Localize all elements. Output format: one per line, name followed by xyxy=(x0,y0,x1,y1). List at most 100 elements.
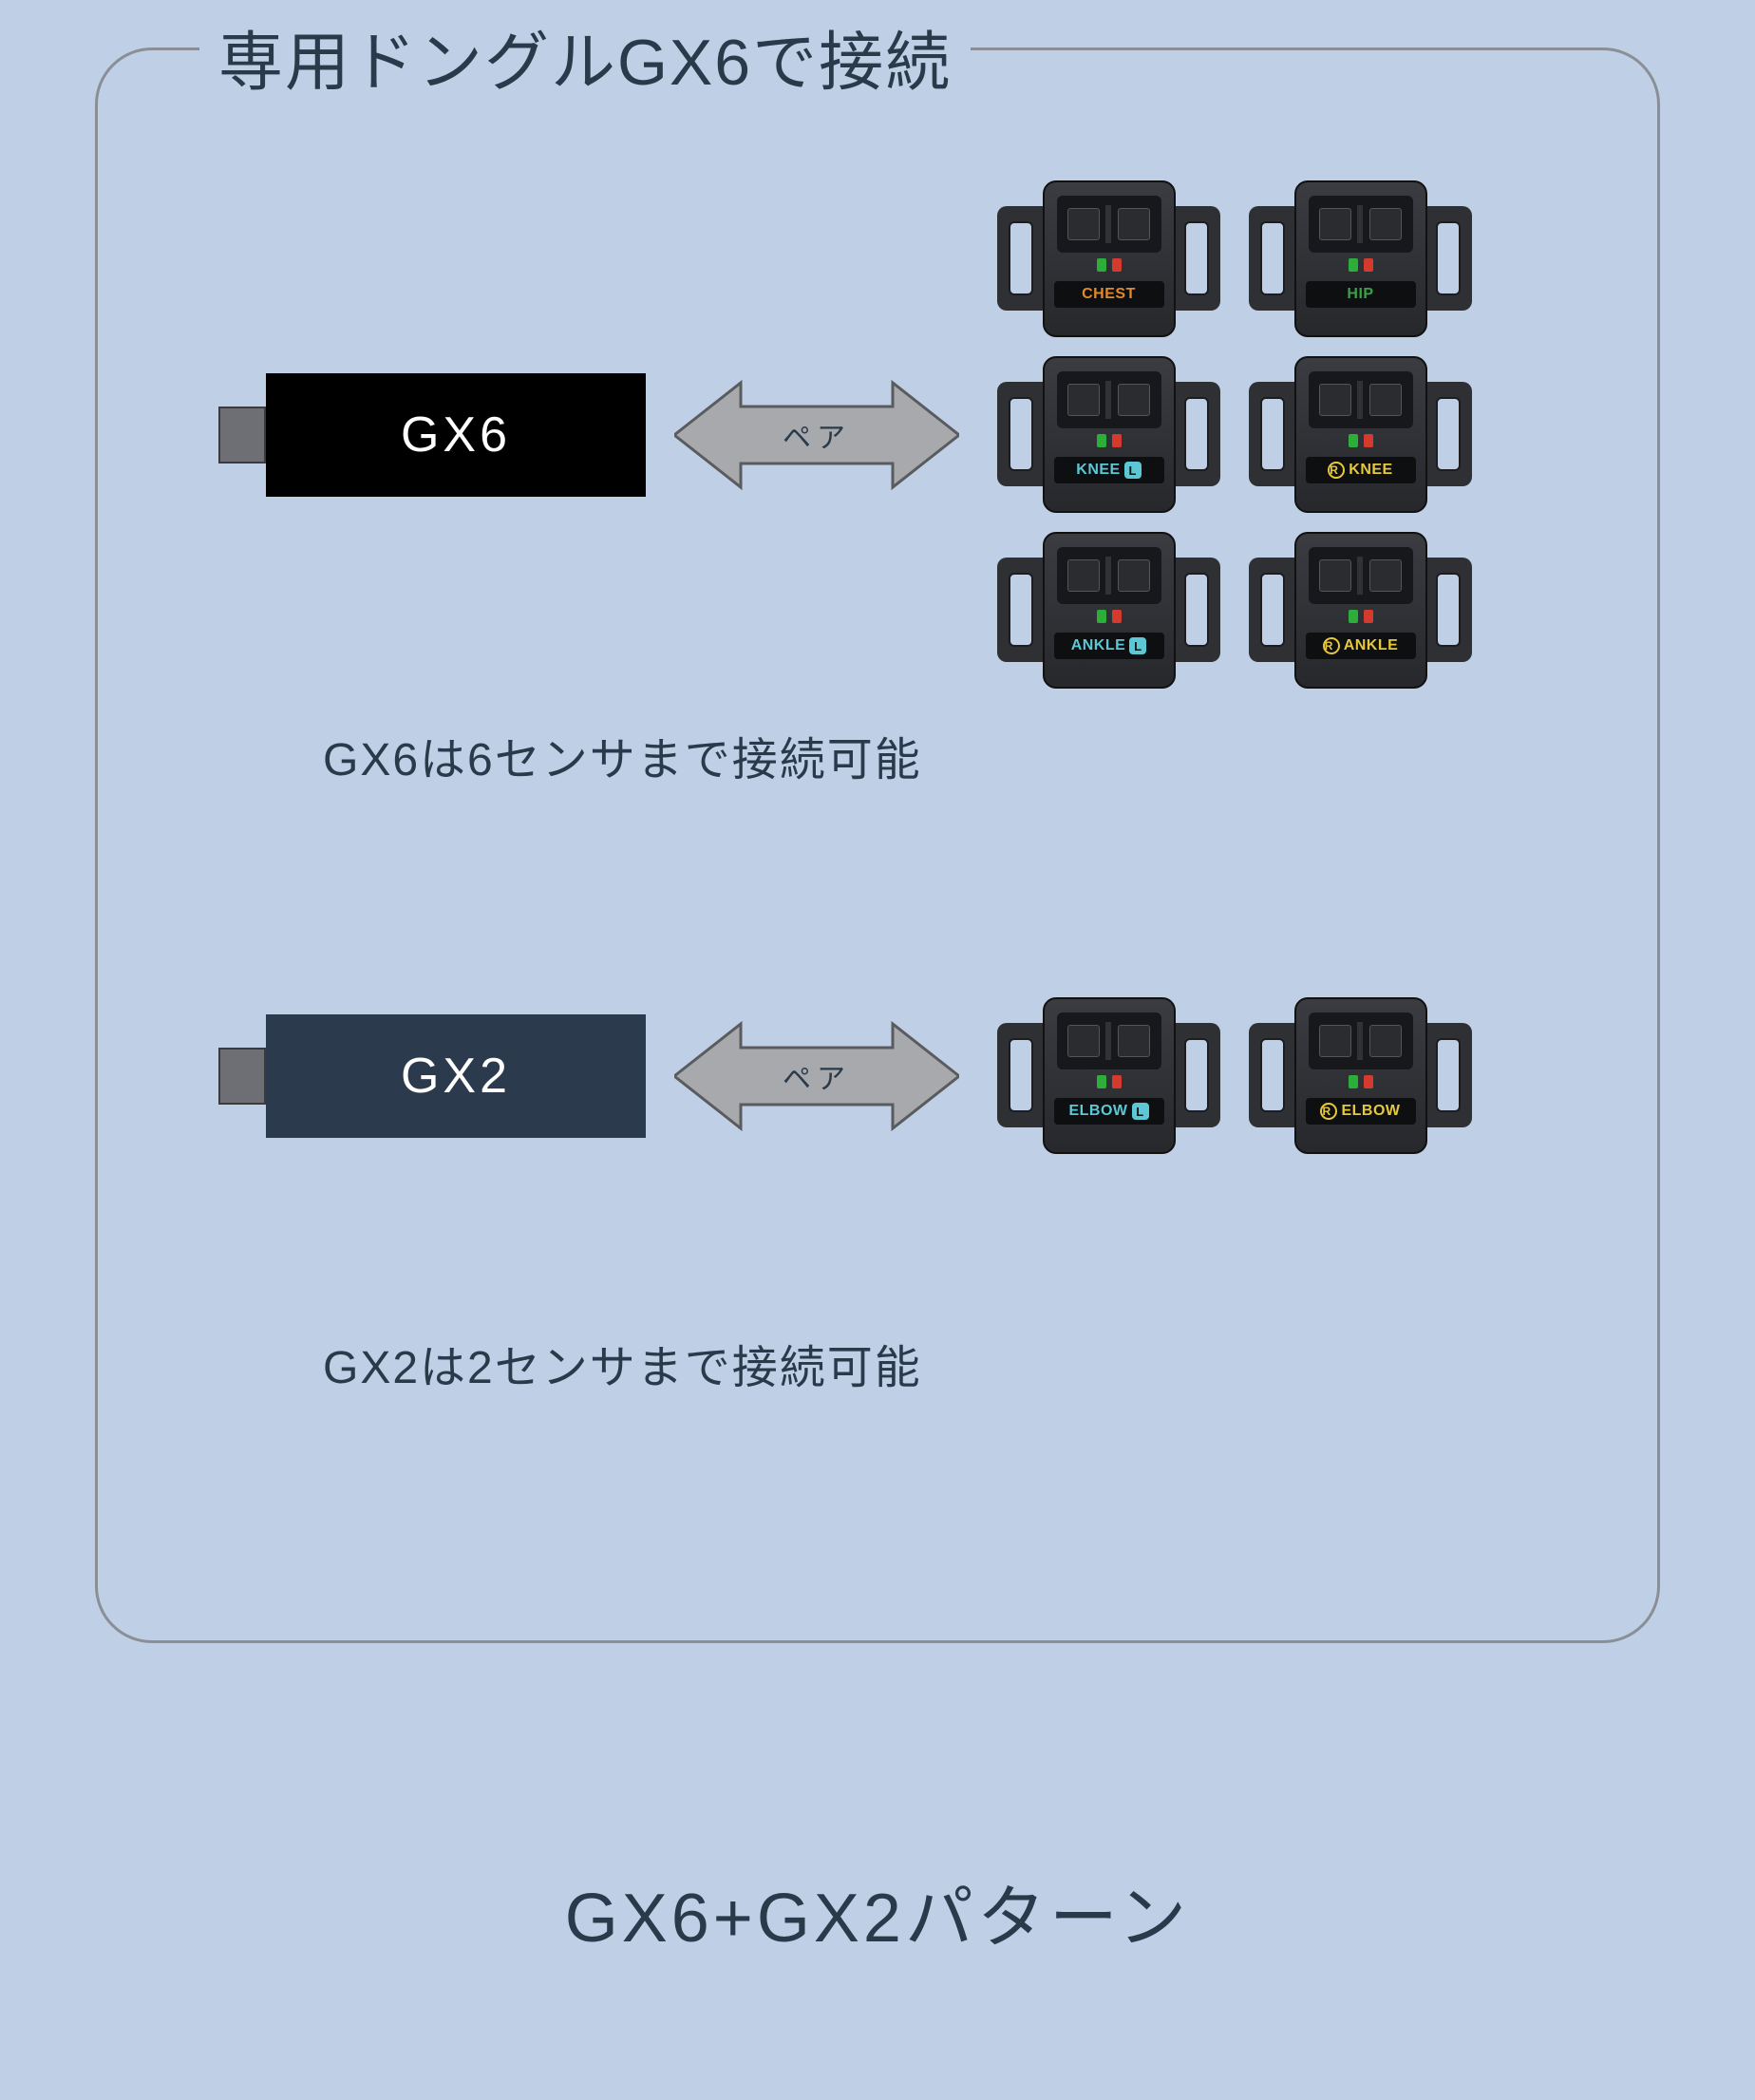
sensor-label-text: KNEE xyxy=(1076,462,1120,479)
strap-slot xyxy=(1436,397,1461,471)
divider xyxy=(1357,557,1363,595)
sensor-button xyxy=(1067,1025,1100,1057)
caption-gx6: GX6は6センサまで接続可能 xyxy=(323,722,922,788)
arrow-label: ペア xyxy=(783,1055,851,1097)
strap-slot xyxy=(1184,397,1209,471)
sensor-button-panel xyxy=(1057,1012,1161,1069)
dongle-label: GX6 xyxy=(266,373,646,497)
sensor-body: ANKLEL xyxy=(1043,532,1176,689)
sensor-button xyxy=(1067,208,1100,240)
sensor-button-panel xyxy=(1057,196,1161,253)
sensor-button xyxy=(1319,208,1351,240)
led-green-icon xyxy=(1349,1075,1358,1088)
side-badge: L xyxy=(1124,462,1142,479)
strap-slot xyxy=(1436,221,1461,295)
sensor-button-panel xyxy=(1057,371,1161,428)
sensor-button xyxy=(1319,384,1351,416)
dongle-gx2: GX2 xyxy=(218,1014,646,1138)
led-green-icon xyxy=(1349,434,1358,447)
sensor-device: KNEEL xyxy=(997,356,1220,513)
pair-arrow: ペア xyxy=(674,1014,959,1138)
sensor-button xyxy=(1369,384,1402,416)
led-red-icon xyxy=(1364,1075,1373,1088)
sensor-label: RELBOW xyxy=(1306,1098,1416,1125)
sensor-label: ANKLEL xyxy=(1054,633,1164,659)
strap-slot xyxy=(1436,1038,1461,1112)
sensor-button-panel xyxy=(1309,547,1413,604)
strap-slot xyxy=(1009,397,1033,471)
sensor-button-panel xyxy=(1309,1012,1413,1069)
sensor-device: ANKLEL xyxy=(997,532,1220,689)
sensor-device: RELBOW xyxy=(1249,997,1472,1154)
sensor-label-text: KNEE xyxy=(1349,462,1392,479)
sensor-body: RKNEE xyxy=(1294,356,1427,513)
sensor-label: CHEST xyxy=(1054,281,1164,308)
strap-slot xyxy=(1260,221,1285,295)
pair-arrow: ペア xyxy=(674,373,959,497)
divider xyxy=(1105,557,1111,595)
footer-title: GX6+GX2パターン xyxy=(0,1862,1755,1961)
dongle-plug-icon xyxy=(218,407,266,464)
sensor-body: RELBOW xyxy=(1294,997,1427,1154)
sensor-button xyxy=(1118,384,1150,416)
led-green-icon xyxy=(1097,1075,1106,1088)
sensor-label: RANKLE xyxy=(1306,633,1416,659)
divider xyxy=(1105,205,1111,243)
strap-slot xyxy=(1009,573,1033,647)
sensor-button xyxy=(1118,1025,1150,1057)
led-green-icon xyxy=(1097,610,1106,623)
sensor-device: ELBOWL xyxy=(997,997,1220,1154)
sensor-button xyxy=(1067,559,1100,592)
sensor-device: RANKLE xyxy=(1249,532,1472,689)
sensor-button xyxy=(1369,208,1402,240)
side-badge: R xyxy=(1328,462,1345,479)
led-red-icon xyxy=(1112,610,1122,623)
sensor-device: HIP xyxy=(1249,180,1472,337)
arrow-label: ペア xyxy=(783,414,851,456)
led-red-icon xyxy=(1364,434,1373,447)
sensor-button xyxy=(1067,384,1100,416)
dongle-label: GX2 xyxy=(266,1014,646,1138)
sensor-label-text: ANKLE xyxy=(1071,637,1126,654)
sensor-leds xyxy=(1349,610,1373,623)
dongle-plug-icon xyxy=(218,1048,266,1105)
sensor-label: ELBOWL xyxy=(1054,1098,1164,1125)
sensor-leds xyxy=(1097,258,1122,272)
sensor-leds xyxy=(1349,434,1373,447)
sensor-leds xyxy=(1097,434,1122,447)
sensor-button-panel xyxy=(1309,196,1413,253)
led-red-icon xyxy=(1112,258,1122,272)
strap-slot xyxy=(1009,1038,1033,1112)
sensor-label-text: ELBOW xyxy=(1068,1103,1127,1120)
divider xyxy=(1105,381,1111,419)
sensor-button xyxy=(1319,1025,1351,1057)
divider xyxy=(1357,1022,1363,1060)
strap-slot xyxy=(1260,1038,1285,1112)
led-red-icon xyxy=(1364,610,1373,623)
strap-slot xyxy=(1184,1038,1209,1112)
sensor-leds xyxy=(1097,1075,1122,1088)
strap-slot xyxy=(1184,573,1209,647)
sensor-body: CHEST xyxy=(1043,180,1176,337)
caption-gx2: GX2は2センサまで接続可能 xyxy=(323,1330,922,1396)
side-badge: R xyxy=(1320,1103,1337,1120)
sensor-button xyxy=(1118,208,1150,240)
led-green-icon xyxy=(1097,434,1106,447)
sensor-label-text: HIP xyxy=(1347,286,1373,303)
divider xyxy=(1105,1022,1111,1060)
sensor-device: RKNEE xyxy=(1249,356,1472,513)
led-green-icon xyxy=(1349,610,1358,623)
dongle-gx6: GX6 xyxy=(218,373,646,497)
divider xyxy=(1357,381,1363,419)
sensor-button xyxy=(1369,559,1402,592)
strap-slot xyxy=(1009,221,1033,295)
sensor-body: HIP xyxy=(1294,180,1427,337)
sensor-button xyxy=(1118,559,1150,592)
led-green-icon xyxy=(1097,258,1106,272)
led-red-icon xyxy=(1112,1075,1122,1088)
sensor-label: KNEEL xyxy=(1054,457,1164,483)
side-badge: R xyxy=(1323,637,1340,654)
side-badge: L xyxy=(1129,637,1146,654)
sensor-leds xyxy=(1349,258,1373,272)
sensor-label-text: ELBOW xyxy=(1341,1103,1400,1120)
